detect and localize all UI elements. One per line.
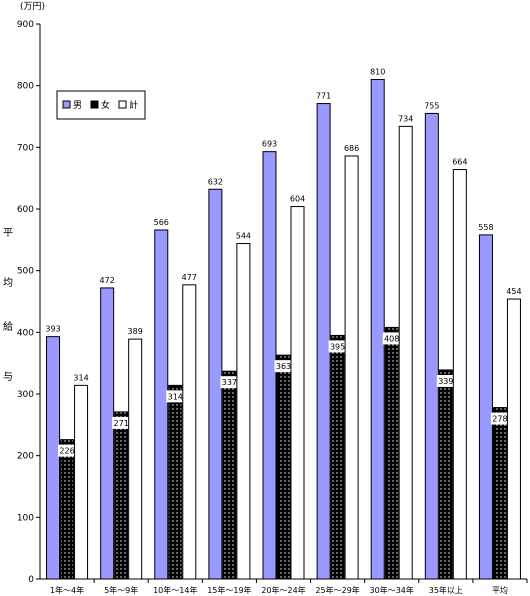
data-label-bg: [220, 376, 239, 389]
x-tick-label: 35年以上: [429, 585, 463, 595]
x-tick-label: 5年～9年: [104, 585, 138, 595]
plot-area: 0 100 200 300 400 500 600 700 800 900 393 226 314 1年～…: [17, 20, 528, 595]
y-tick-label: 300: [17, 390, 34, 400]
bar-女: [222, 370, 237, 580]
bar-男: [100, 287, 115, 580]
bar-女: [60, 439, 75, 580]
data-label-bg: [490, 412, 509, 425]
data-label: 558: [478, 223, 493, 232]
bar-女: [384, 326, 399, 580]
data-label-bg: [58, 444, 77, 457]
data-label: 395: [330, 342, 345, 351]
data-label-bg: [328, 340, 347, 353]
data-label-bg: [382, 332, 401, 345]
x-tick-label: 15年～19年: [207, 585, 251, 595]
bar-女: [438, 369, 453, 580]
x-tick-label: 30年～34年: [370, 585, 414, 595]
y-tick-label: 800: [17, 82, 34, 92]
y-axis-label-char: 均: [3, 277, 13, 289]
data-label: 755: [424, 101, 439, 110]
data-label: 566: [154, 218, 169, 227]
bar-男: [262, 151, 277, 580]
bar-計: [506, 298, 521, 580]
bar-男: [478, 234, 493, 580]
bar-計: [452, 169, 467, 580]
data-label-bg: [436, 374, 455, 387]
data-label: 271: [114, 419, 129, 428]
bar-女: [168, 384, 183, 580]
bar-男: [316, 103, 331, 580]
data-label: 604: [290, 195, 305, 204]
bar-女: [330, 334, 345, 580]
data-label: 686: [344, 144, 359, 153]
data-label: 454: [506, 287, 521, 296]
data-label: 693: [262, 140, 277, 149]
data-label-bg: [112, 416, 131, 429]
y-axis-label-char: 平: [3, 228, 13, 239]
y-tick-label: 600: [17, 205, 34, 215]
data-label: 771: [316, 92, 331, 101]
x-tick-label: 10年～14年: [153, 585, 197, 595]
legend-label: 計: [129, 99, 138, 111]
bar-計: [344, 155, 359, 580]
legend-swatch: [90, 100, 99, 109]
bar-計: [290, 206, 305, 580]
data-label: 664: [452, 158, 467, 167]
bar-計: [236, 243, 251, 580]
bar-計: [398, 125, 413, 580]
y-tick-label: 700: [17, 143, 34, 153]
bar-女: [114, 411, 129, 580]
legend-swatch: [62, 100, 71, 109]
x-tick-label: 20年～24年: [261, 585, 305, 595]
data-label: 339: [438, 377, 453, 386]
x-tick-label: 平均: [492, 585, 508, 595]
data-label: 314: [168, 392, 183, 401]
x-tick-label: 25年～29年: [315, 585, 359, 595]
y-tick-label: 100: [17, 513, 34, 523]
x-tick-label: 1年～4年: [50, 585, 84, 595]
legend-label: 女: [101, 99, 110, 111]
data-label: 226: [59, 447, 74, 456]
y-axis-label-char: 与: [3, 371, 13, 383]
bar-男: [424, 112, 439, 580]
unit-label: (万円): [20, 1, 45, 12]
data-label: 337: [222, 378, 237, 387]
legend-label: 男: [73, 100, 82, 111]
data-label: 314: [73, 373, 88, 382]
data-label: 363: [276, 362, 291, 371]
data-label: 393: [45, 325, 60, 334]
data-label-bg: [166, 390, 185, 403]
data-label: 472: [100, 276, 115, 285]
data-label: 810: [370, 68, 385, 77]
data-label: 389: [128, 327, 143, 336]
bar-計: [74, 384, 89, 580]
y-axis-label: 平 均 給 与: [3, 228, 13, 383]
y-tick-label: 900: [17, 20, 34, 30]
legend: 男女計: [56, 90, 146, 120]
bar-男: [154, 229, 169, 580]
y-tick-label: 200: [17, 452, 34, 462]
y-tick-label: 0: [28, 575, 34, 585]
y-axis-label-char: 給: [3, 320, 13, 333]
bar-男: [46, 336, 61, 580]
data-label: 408: [384, 334, 399, 343]
bar-計: [182, 284, 197, 580]
data-label: 632: [208, 177, 223, 186]
data-label-bg: [274, 360, 293, 373]
legend-swatch: [118, 100, 127, 109]
data-label: 477: [182, 273, 197, 282]
bar-男: [208, 188, 223, 580]
bar-男: [370, 79, 385, 580]
data-label: 544: [236, 232, 251, 241]
bar-計: [128, 338, 143, 580]
bar-女: [276, 354, 291, 580]
y-tick-label: 400: [17, 328, 34, 338]
legend-box: [56, 90, 146, 120]
bar-女: [492, 407, 507, 580]
data-label: 278: [492, 415, 507, 424]
y-tick-label: 500: [17, 267, 34, 277]
data-label: 734: [398, 114, 413, 123]
